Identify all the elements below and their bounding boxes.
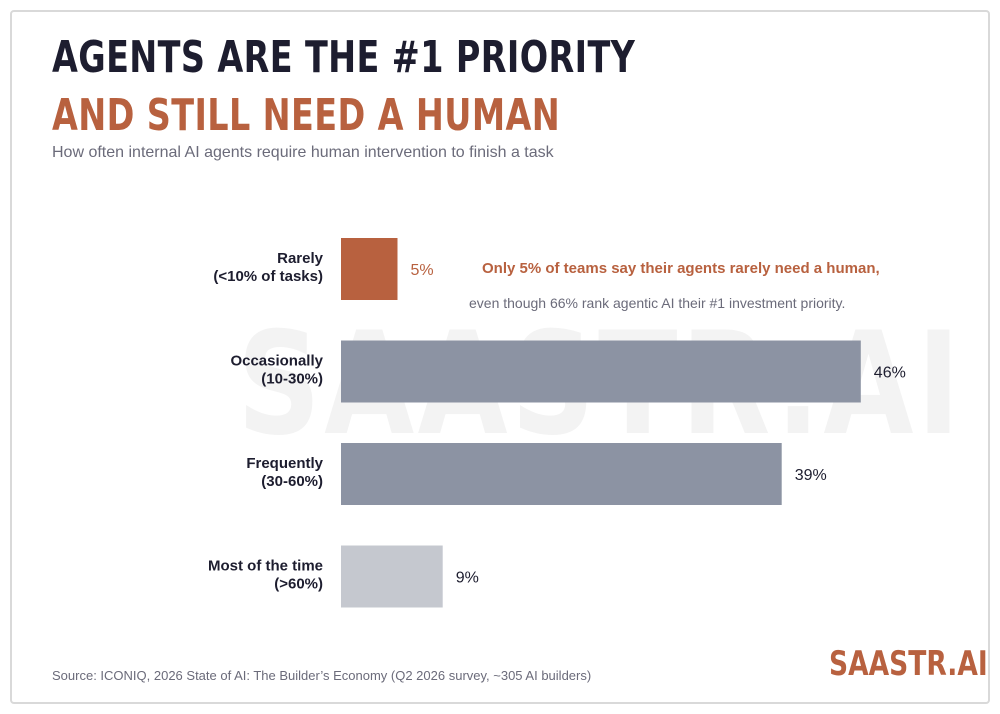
bar-2 [341,443,782,505]
category-label-0-0: Rarely [277,250,324,267]
bar-3 [341,545,443,608]
chart-title-line2: AND STILL NEED A HUMAN [52,90,561,141]
category-label-0-1: (<10% of tasks) [213,268,323,285]
value-label-2: 39% [795,467,827,484]
category-label-2-1: (30-60%) [261,473,323,490]
category-label-3-1: (>60%) [274,576,323,593]
category-label-3-0: Most of the time [208,558,323,575]
annotation-detail: even though 66% rank agentic AI their #1… [469,295,846,311]
bar-1 [341,340,861,403]
value-label-1: 46% [874,365,906,382]
chart-frame: SAASTR.AI AGENTS ARE THE #1 PRIORITY AND… [10,10,990,704]
annotation-highlight: Only 5% of teams say their agents rarely… [482,260,880,277]
bar-0 [341,238,398,300]
brand-logo: SAASTR.AI [829,644,988,684]
category-label-1-1: (10-30%) [261,371,323,388]
value-label-0: 5% [411,262,434,279]
source-note: Source: ICONIQ, 2026 State of AI: The Bu… [52,668,592,683]
value-label-3: 9% [456,570,479,587]
bar-chart: Rarely(<10% of tasks) 5% Occasionally(10-3… [208,238,906,608]
chart-title-line1: AGENTS ARE THE #1 PRIORITY [52,32,636,83]
chart-subtitle: How often internal AI agents require hum… [52,144,554,161]
category-label-2-0: Frequently [246,455,323,472]
category-label-1-0: Occasionally [230,353,323,370]
